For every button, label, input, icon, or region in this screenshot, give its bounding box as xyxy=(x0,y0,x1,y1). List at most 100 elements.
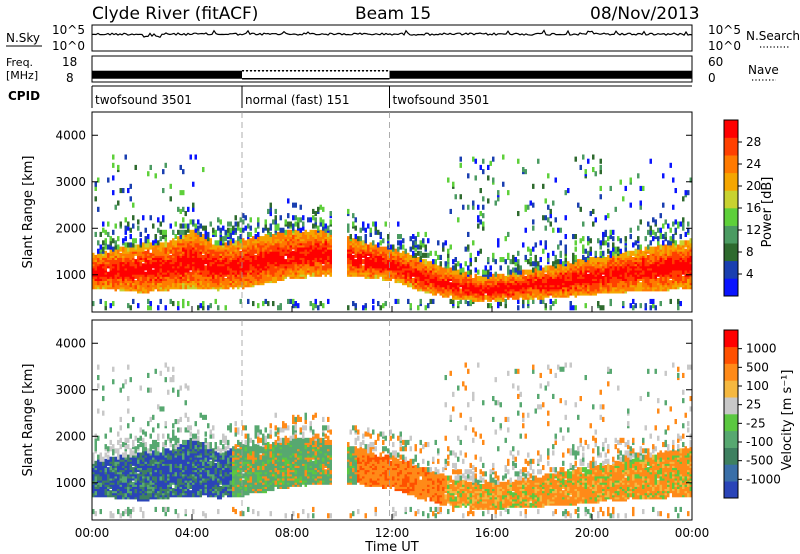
power-cell xyxy=(399,273,402,279)
power-cell xyxy=(672,252,675,258)
power-cell xyxy=(282,250,285,256)
power-cell xyxy=(432,298,435,304)
power-cell xyxy=(669,298,672,304)
power-cell xyxy=(149,301,152,307)
power-cell xyxy=(129,259,132,265)
power-cell xyxy=(574,305,577,311)
power-cell xyxy=(304,229,307,235)
power-cell xyxy=(164,246,167,252)
power-cell xyxy=(479,219,482,225)
power-cell xyxy=(104,282,107,288)
power-cell xyxy=(527,204,530,210)
power-cell xyxy=(569,305,572,311)
power-cell xyxy=(622,196,625,202)
power-cell xyxy=(439,265,442,271)
power-cell xyxy=(549,298,552,304)
power-cell xyxy=(532,183,535,189)
power-cell xyxy=(522,242,525,248)
power-cell xyxy=(469,273,472,279)
power-cell xyxy=(112,282,115,288)
noise-tick-left-bottom: 10^0 xyxy=(52,39,85,53)
power-cell xyxy=(662,173,665,179)
power-cell xyxy=(114,223,117,229)
power-cell xyxy=(604,229,607,235)
power-cell xyxy=(669,240,672,246)
frequency-marks xyxy=(92,69,692,80)
power-cell xyxy=(637,225,640,231)
velocity-cell xyxy=(97,383,100,389)
power-cell xyxy=(152,240,155,246)
velocity-cell xyxy=(102,479,105,485)
power-cell xyxy=(609,229,612,235)
power-cell xyxy=(412,234,415,240)
power-cell xyxy=(207,244,210,250)
power-cell xyxy=(534,288,537,294)
power-cell xyxy=(417,250,420,256)
power-cell xyxy=(572,257,575,263)
power-cell xyxy=(619,248,622,254)
power-cell xyxy=(237,240,240,246)
power-cell xyxy=(319,204,322,210)
power-cell xyxy=(352,238,355,244)
power-cell xyxy=(274,271,277,277)
power-cell xyxy=(427,303,430,309)
power-cell xyxy=(282,231,285,237)
power-cell xyxy=(677,298,680,304)
power-cell xyxy=(312,303,315,309)
power-cell xyxy=(114,244,117,250)
power-cell xyxy=(129,196,132,202)
power-cell xyxy=(159,242,162,248)
power-cell xyxy=(299,217,302,223)
power-cell xyxy=(482,196,485,202)
power-cell xyxy=(444,261,447,267)
power-cell xyxy=(654,219,657,225)
power-cell xyxy=(127,188,130,194)
power-cell xyxy=(599,158,602,164)
power-cell xyxy=(639,185,642,191)
power-cell xyxy=(297,221,300,227)
power-cell xyxy=(687,267,690,273)
power-cell xyxy=(684,190,687,196)
power-cell xyxy=(629,250,632,256)
power-cell xyxy=(224,234,227,240)
power-cell xyxy=(174,234,177,240)
power-cell xyxy=(114,240,117,246)
power-cell xyxy=(149,305,152,311)
velocity-cell xyxy=(102,385,105,391)
power-cell xyxy=(187,234,190,240)
power-cell xyxy=(242,227,245,233)
power-cell xyxy=(667,223,670,229)
power-cell xyxy=(129,227,132,233)
power-cell xyxy=(602,240,605,246)
power-cell xyxy=(682,275,685,281)
power-cell xyxy=(224,267,227,273)
power-cell xyxy=(192,206,195,212)
power-cell xyxy=(479,275,482,281)
power-cell xyxy=(589,250,592,256)
power-cell xyxy=(319,217,322,223)
power-cell xyxy=(644,303,647,309)
velocity-cell xyxy=(102,469,105,475)
power-cell xyxy=(197,248,200,254)
velocity-cell xyxy=(104,444,107,450)
power-cell xyxy=(267,227,270,233)
power-cell xyxy=(257,231,260,237)
power-cell xyxy=(309,250,312,256)
power-cell xyxy=(324,227,327,233)
power-cell xyxy=(497,238,500,244)
power-cell xyxy=(227,221,230,227)
power-cell xyxy=(94,185,97,191)
power-colorbar-segment-4 xyxy=(724,208,738,226)
power-cell xyxy=(219,227,222,233)
power-cell xyxy=(454,269,457,275)
power-cell xyxy=(302,225,305,231)
power-cell xyxy=(567,188,570,194)
power-cell xyxy=(239,250,242,256)
power-cell xyxy=(192,229,195,235)
power-cell xyxy=(647,229,650,235)
power-cell xyxy=(527,280,530,286)
power-cell xyxy=(187,227,190,233)
power-cell xyxy=(544,303,547,309)
power-cell xyxy=(522,269,525,275)
power-cell xyxy=(552,265,555,271)
